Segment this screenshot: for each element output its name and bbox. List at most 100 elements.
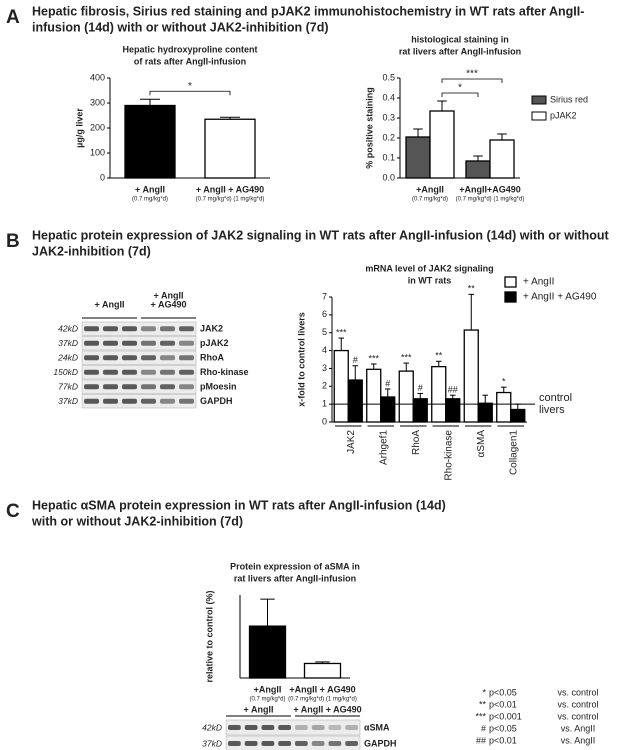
value-label: *** — [368, 353, 379, 363]
bar — [463, 329, 479, 423]
value-label: * — [502, 377, 506, 387]
blot-band — [345, 725, 358, 730]
blot-protein: Rho-kinase — [200, 367, 249, 377]
x-tick-label: +AngII — [254, 684, 282, 694]
blot-group-label: + AngII — [95, 299, 125, 309]
value-label: *** — [336, 327, 347, 337]
significance-label: * — [458, 83, 462, 94]
value-label: *** — [401, 352, 412, 362]
blot-band — [122, 340, 137, 346]
blot-kd: 24kD — [57, 353, 78, 363]
value-label: ** — [435, 351, 443, 361]
significance-bracket — [149, 90, 231, 96]
blot-protein: pJAK2 — [200, 338, 229, 348]
bar — [412, 398, 428, 423]
blot-band — [179, 326, 194, 332]
blot-band — [160, 355, 175, 361]
blot-band — [84, 340, 99, 346]
y-tick-label: 7 — [322, 291, 327, 301]
footnote-symbol: # — [481, 723, 486, 733]
blot-band — [345, 741, 358, 746]
footnote-symbol: ## — [476, 735, 486, 745]
x-tick-note: (0.7 mg/kg*d) (1 mg/kg*d) — [456, 197, 525, 203]
blot-band — [141, 384, 156, 390]
footnote-p: p<0.01 — [489, 735, 517, 745]
blot-kd: 42kD — [58, 324, 78, 334]
y-tick-label: 2 — [322, 381, 327, 391]
blot-band — [295, 741, 308, 746]
value-label: ** — [468, 284, 476, 294]
value-label: # — [353, 355, 358, 365]
blot-band — [328, 741, 342, 746]
blot-strip — [81, 379, 197, 394]
y-tick-label: 0.0 — [382, 172, 395, 182]
x-tick-note: (0.7 mg/kg*d) — [249, 697, 285, 703]
blot-band — [84, 369, 99, 375]
chart-title: histological staining in — [411, 34, 509, 44]
panel-heading: infusion (14d) with or without JAK2-inhi… — [32, 20, 329, 34]
blot-protein: αSMA — [364, 722, 390, 732]
blot-band — [122, 355, 137, 361]
value-label: # — [385, 378, 390, 388]
blot-protein: JAK2 — [200, 324, 223, 334]
y-tick-label: 0 — [322, 416, 327, 426]
blot-band — [179, 384, 194, 390]
chart-title: rat livers after AngII-infusion — [399, 46, 521, 56]
blot-band — [122, 326, 137, 332]
blot-band — [179, 398, 194, 404]
y-tick-label: 0.5 — [382, 72, 395, 82]
significance-bracket — [441, 92, 479, 97]
chart-title: mRNA level of JAK2 signaling — [365, 263, 493, 273]
legend-swatch — [504, 276, 517, 288]
significance-label: *** — [466, 69, 478, 80]
blot-kd: 77kD — [58, 382, 78, 392]
blot-protein: RhoA — [200, 353, 224, 363]
blot-band — [228, 741, 241, 746]
blot-kd: 37kD — [202, 738, 222, 748]
bar — [204, 118, 256, 179]
y-tick-label: 400 — [90, 72, 105, 82]
value-label: ## — [448, 385, 458, 395]
blot-band — [311, 741, 325, 746]
blot-band — [141, 340, 156, 346]
x-tick-label: Rho-kinase — [443, 430, 454, 481]
x-tick-label: Arhgef1 — [378, 430, 389, 465]
panel-letter: A — [6, 7, 20, 28]
blot-band — [261, 725, 275, 730]
blot-strip — [81, 336, 197, 351]
blot-protein: pMoesin — [200, 382, 237, 392]
bar — [465, 160, 491, 179]
blot-strip — [225, 735, 361, 750]
blot-band — [160, 340, 175, 346]
bar — [477, 402, 493, 423]
x-tick-note: (0.7 mg/kg*d) (1 mg/kg*d) — [196, 197, 265, 203]
blot-band — [160, 326, 175, 332]
y-tick-label: 1 — [322, 399, 327, 409]
blot-band — [103, 340, 118, 346]
blot-band — [295, 725, 308, 730]
chart-title: Protein expression of aSMA in — [230, 561, 360, 571]
reference-label: control — [539, 392, 572, 404]
blot-band — [328, 725, 342, 730]
blot-band — [84, 398, 99, 404]
panel-letter: B — [6, 231, 20, 252]
bar — [333, 349, 349, 423]
blot-strip — [81, 365, 197, 380]
panel-heading: Hepatic protein expression of JAK2 signa… — [32, 228, 609, 242]
blot-band — [103, 355, 118, 361]
footnote-vs: vs. control — [557, 711, 598, 721]
y-axis-label: % positive staining — [364, 87, 374, 169]
footnote-symbol: *** — [475, 711, 486, 721]
y-axis-label: relative to control (%) — [204, 590, 214, 682]
blot-band — [261, 741, 275, 746]
legend-swatch — [504, 291, 517, 303]
y-tick-label: 0 — [100, 172, 105, 182]
blot-band — [103, 398, 118, 404]
blot-band — [122, 384, 137, 390]
bar — [248, 625, 287, 679]
y-axis-label: x-fold to control livers — [296, 312, 306, 407]
x-tick-note: (0.7 mg/kg*d) (1 mg/kg*d) — [288, 697, 357, 703]
blot-band — [84, 326, 99, 332]
blot-band — [278, 725, 291, 730]
